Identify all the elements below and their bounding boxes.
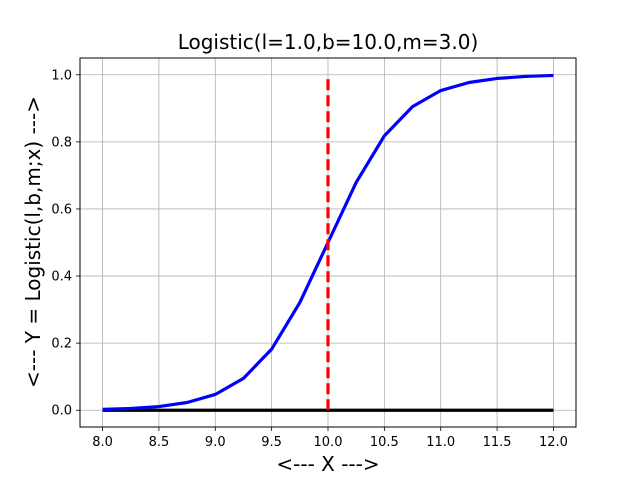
y-tick-label: 0.6 <box>51 202 72 217</box>
x-tick-label: 12.0 <box>539 435 568 450</box>
y-tick-label: 0.0 <box>51 404 72 419</box>
y-tick-label: 0.4 <box>51 270 72 285</box>
x-tick-label: 11.0 <box>426 435 455 450</box>
chart-title: Logistic(l=1.0,b=10.0,m=3.0) <box>178 30 479 54</box>
x-tick-label: 11.5 <box>483 435 512 450</box>
x-tick-label: 10.0 <box>314 435 343 450</box>
ticks: 8.0 8.5 9.0 9.5 10.0 10.5 11.0 11.5 12.0 0.0 0.2 0.… <box>51 68 568 450</box>
x-tick-label: 9.5 <box>261 435 282 450</box>
y-tick-label: 0.2 <box>51 337 72 352</box>
y-tick-label: 1.0 <box>51 68 72 83</box>
series-layer <box>102 73 554 412</box>
y-tick-label: 0.8 <box>51 135 72 150</box>
y-axis-label: <--- Y = Logistic(l,b,m;x) ---> <box>21 96 45 388</box>
x-tick-label: 10.5 <box>370 435 399 450</box>
x-tick-label: 8.0 <box>92 435 113 450</box>
x-tick-label: 9.0 <box>205 435 226 450</box>
x-tick-label: 8.5 <box>149 435 170 450</box>
x-axis-label: <--- X ---> <box>276 452 379 476</box>
